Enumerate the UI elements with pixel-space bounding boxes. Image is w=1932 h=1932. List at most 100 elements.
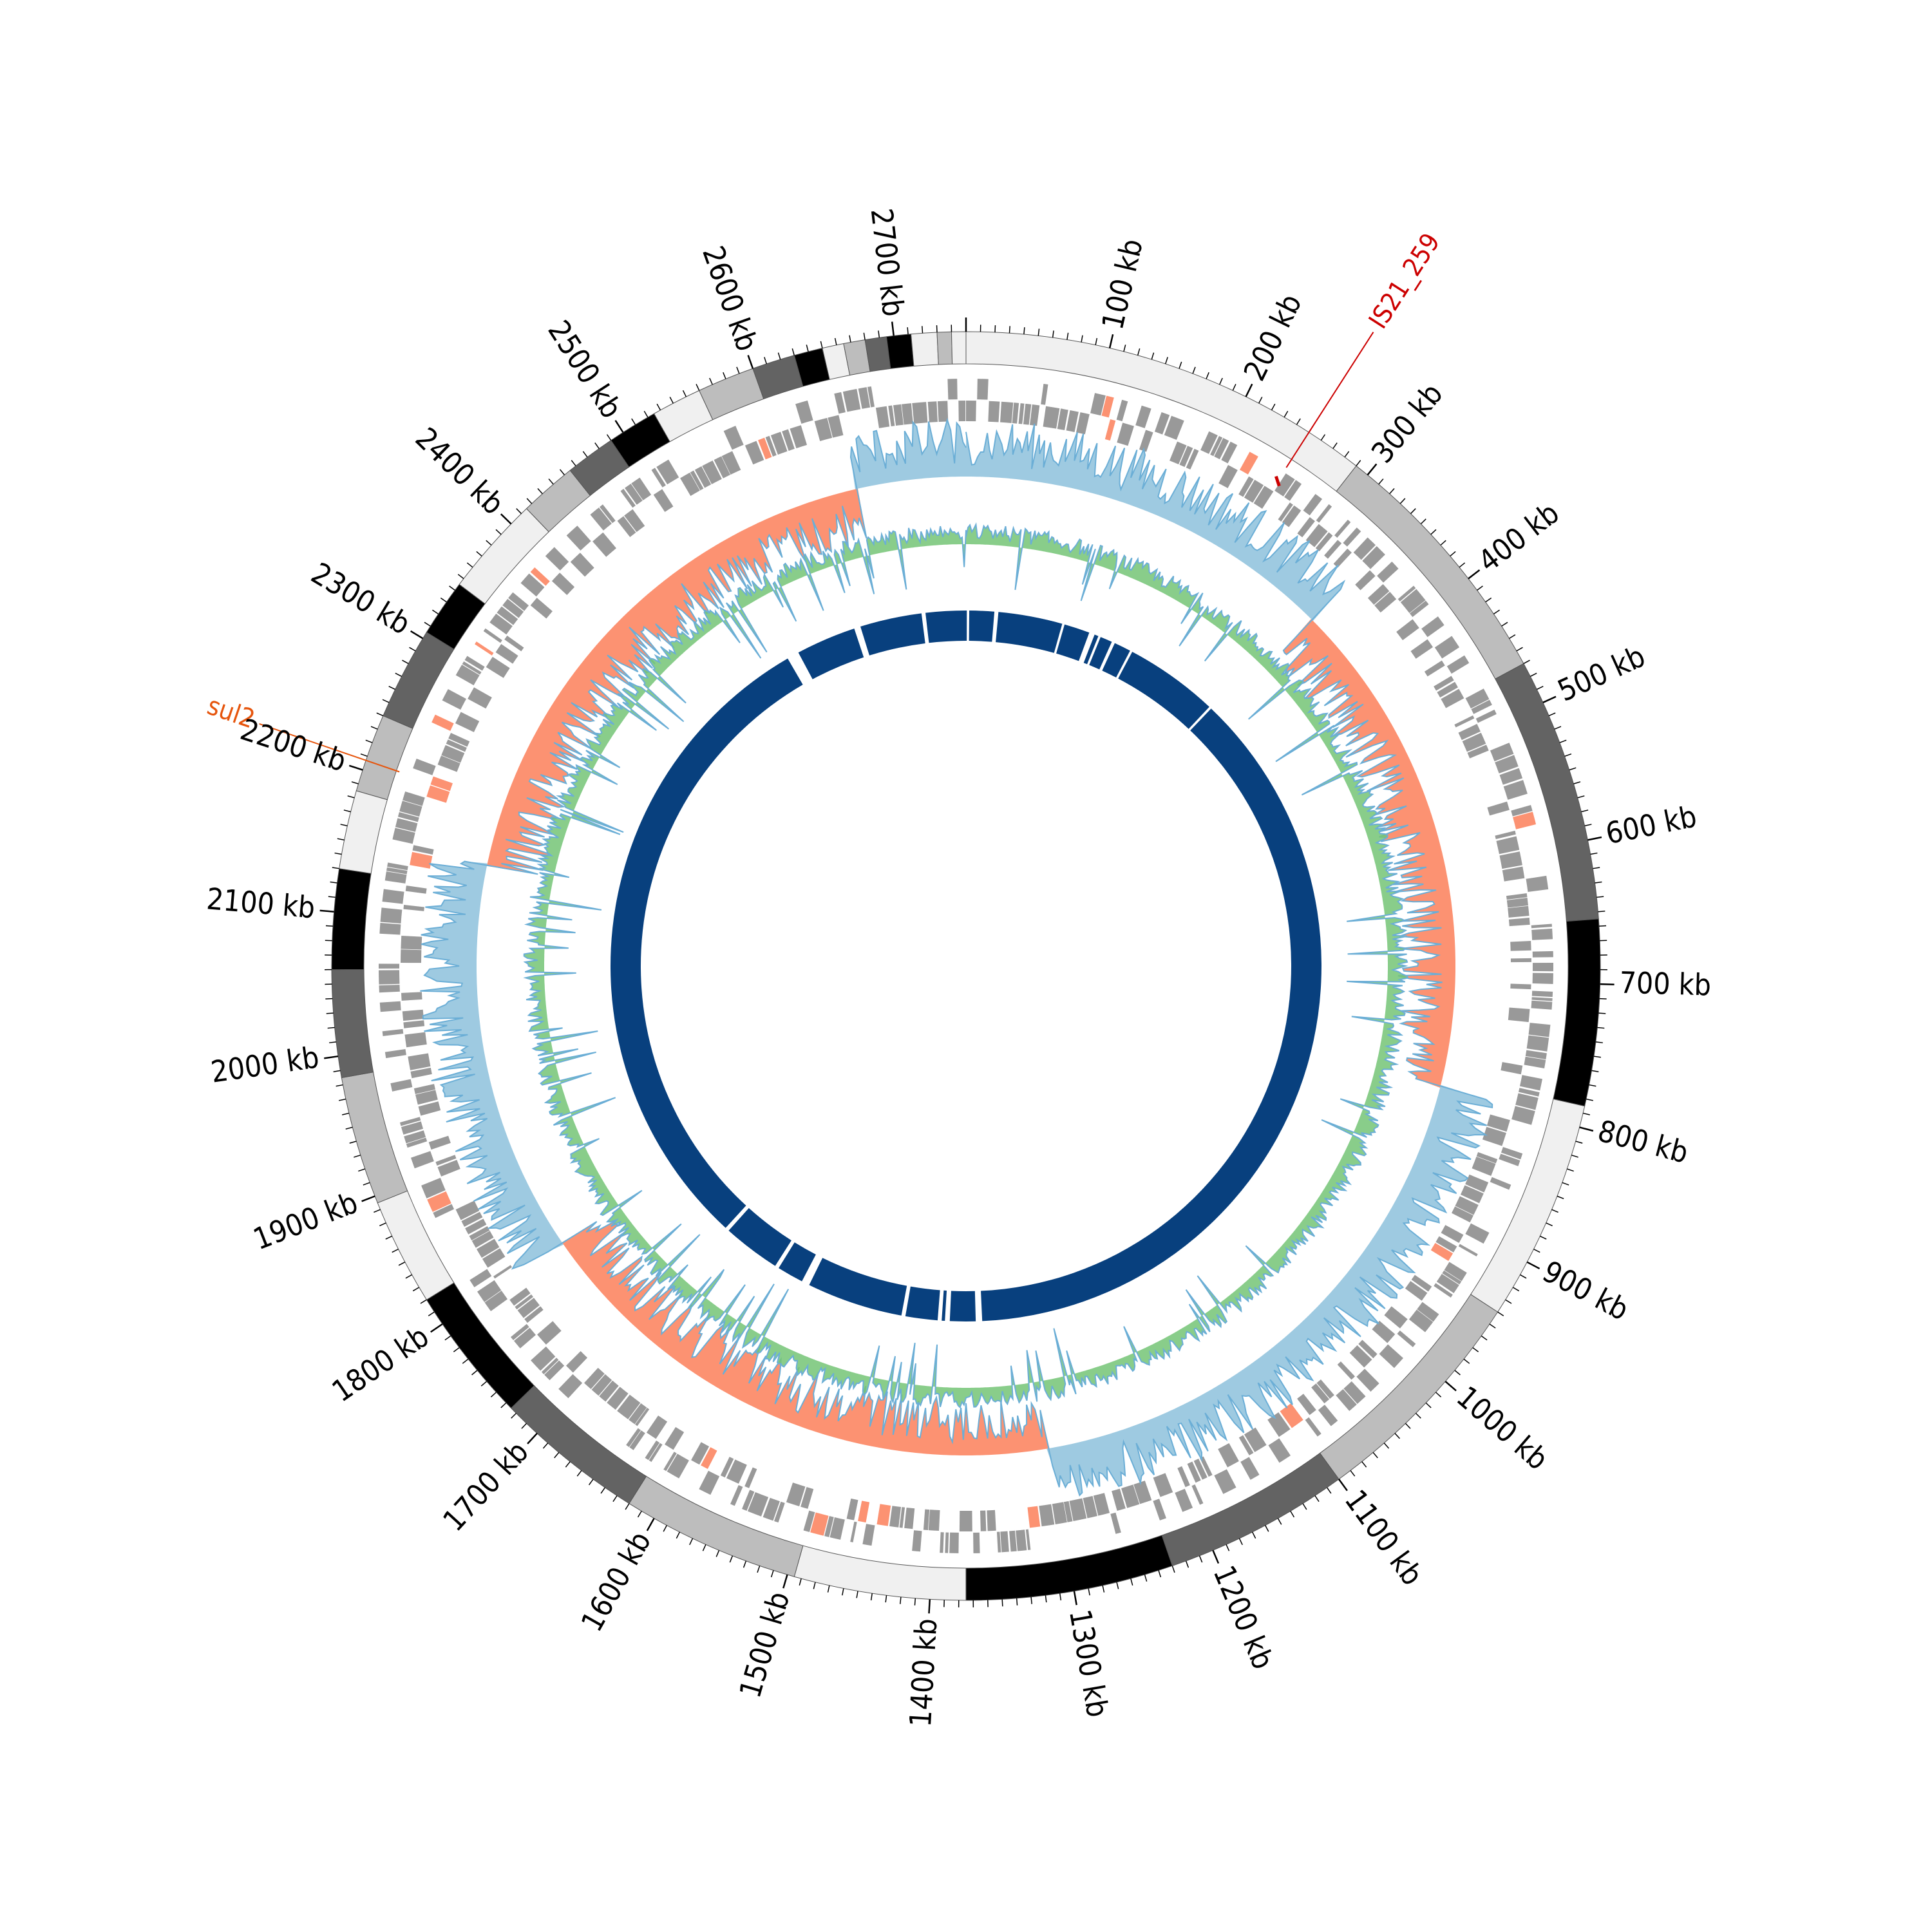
- gene-block: [1367, 584, 1390, 605]
- minor-tick: [1066, 332, 1069, 340]
- minor-tick: [863, 332, 866, 340]
- minor-tick: [1575, 1141, 1583, 1144]
- minor-tick: [1584, 824, 1592, 827]
- gene-block: [1417, 1302, 1439, 1322]
- gene-block: [893, 404, 904, 426]
- gene-block: [824, 1516, 834, 1537]
- minor-tick: [736, 366, 740, 374]
- gene-block: [720, 1457, 734, 1478]
- minor-tick: [1593, 1056, 1601, 1058]
- gene-block: [1467, 744, 1489, 759]
- minor-tick: [402, 659, 409, 665]
- gene-block: [1337, 1361, 1355, 1380]
- gene-block: [1444, 1262, 1467, 1282]
- minor-tick: [878, 330, 880, 338]
- minor-tick: [405, 1274, 412, 1279]
- minor-tick: [337, 838, 345, 841]
- gene-block: [1240, 451, 1258, 475]
- gene-block: [876, 1504, 891, 1526]
- gene-block: [426, 785, 450, 803]
- minor-tick: [1477, 585, 1483, 591]
- minor-tick: [631, 418, 636, 425]
- minor-tick: [594, 442, 600, 449]
- gene-block: [1499, 851, 1522, 869]
- gene-block: [599, 504, 616, 524]
- minor-tick: [1394, 1433, 1401, 1439]
- gene-block: [465, 1218, 487, 1235]
- gene-block: [1396, 619, 1419, 641]
- major-tick: [1367, 463, 1378, 476]
- gene-block: [404, 1032, 427, 1048]
- gene-block: [1018, 403, 1025, 424]
- minor-tick: [1226, 1544, 1230, 1551]
- major-tick: [928, 1599, 931, 1614]
- minor-tick: [542, 1443, 549, 1449]
- minor-tick: [374, 1209, 381, 1213]
- gene-block: [1421, 616, 1444, 638]
- gene-block: [380, 907, 402, 923]
- tick-label: 100 kb: [1095, 236, 1150, 333]
- minor-tick: [1481, 1335, 1488, 1341]
- gene-block: [1305, 524, 1328, 547]
- minor-tick: [453, 1347, 460, 1352]
- minor-tick: [1271, 403, 1276, 411]
- gene-block: [646, 1416, 668, 1439]
- gene-block: [1513, 811, 1537, 829]
- gene-block: [565, 1351, 588, 1373]
- gene-block: [1057, 408, 1068, 430]
- gene-block: [1353, 537, 1376, 560]
- gene-block: [455, 665, 480, 686]
- gene-block: [484, 1291, 508, 1312]
- minor-tick: [1252, 1531, 1256, 1539]
- homology-block: [1083, 634, 1099, 665]
- gene-block: [1441, 1225, 1464, 1244]
- gene-block: [1528, 1023, 1551, 1037]
- gene-block: [814, 417, 833, 441]
- gene-block: [530, 567, 550, 586]
- minor-tick: [799, 1578, 802, 1586]
- gene-block: [651, 468, 666, 488]
- gene-block: [1358, 1340, 1378, 1359]
- minor-tick: [1497, 1311, 1504, 1316]
- minor-tick: [777, 352, 781, 360]
- minor-tick: [582, 451, 588, 458]
- gene-block: [846, 1498, 858, 1520]
- gene-block: [1496, 836, 1520, 855]
- gene-block: [758, 437, 772, 460]
- minor-tick: [849, 335, 851, 343]
- homology-block: [942, 1290, 947, 1321]
- gene-block: [653, 489, 674, 512]
- gene-block: [1238, 1435, 1254, 1455]
- minor-tick: [1573, 781, 1581, 784]
- gene-block: [412, 845, 434, 855]
- gene-block: [810, 1512, 829, 1536]
- gene-block: [690, 470, 704, 491]
- minor-tick: [1165, 357, 1168, 365]
- minor-tick: [1045, 1595, 1047, 1603]
- gene-block: [656, 459, 679, 485]
- minor-tick: [412, 1287, 420, 1292]
- minor-tick: [354, 1154, 361, 1158]
- minor-tick: [343, 810, 351, 813]
- gene-block: [404, 1130, 426, 1144]
- minor-tick: [1589, 1084, 1596, 1087]
- minor-tick: [1095, 337, 1098, 345]
- minor-tick: [1505, 1299, 1512, 1304]
- major-tick: [324, 1055, 339, 1059]
- gene-block: [988, 401, 1000, 422]
- major-tick: [646, 1518, 655, 1531]
- minor-tick: [511, 1412, 517, 1419]
- major-tick: [348, 764, 363, 771]
- minor-tick: [1577, 795, 1585, 799]
- gene-block: [744, 1467, 757, 1488]
- gene-block: [508, 592, 529, 611]
- tick-label: 200 kb: [1236, 289, 1308, 386]
- gene-block: [1508, 1007, 1530, 1023]
- gene-block: [744, 440, 764, 465]
- gene-block: [509, 1287, 531, 1306]
- gene-block: [742, 1490, 755, 1511]
- gene-block: [1400, 589, 1426, 613]
- gene-block: [631, 477, 652, 500]
- gene-block: [1274, 473, 1295, 497]
